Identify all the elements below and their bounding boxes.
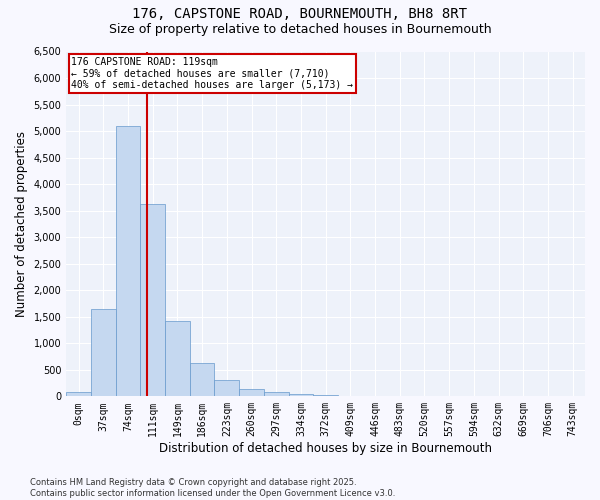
Bar [91,309,116,396]
Bar [313,395,338,396]
Bar [289,394,313,396]
Bar [214,380,239,396]
Bar [116,126,140,396]
Bar [239,390,264,396]
Text: 176, CAPSTONE ROAD, BOURNEMOUTH, BH8 8RT: 176, CAPSTONE ROAD, BOURNEMOUTH, BH8 8RT [133,8,467,22]
Bar [165,321,190,396]
Text: Contains HM Land Registry data © Crown copyright and database right 2025.
Contai: Contains HM Land Registry data © Crown c… [30,478,395,498]
Bar [66,392,91,396]
Bar [264,392,289,396]
Y-axis label: Number of detached properties: Number of detached properties [15,131,28,317]
Text: Size of property relative to detached houses in Bournemouth: Size of property relative to detached ho… [109,22,491,36]
Bar [140,204,165,396]
Bar [190,364,214,396]
Text: 176 CAPSTONE ROAD: 119sqm
← 59% of detached houses are smaller (7,710)
40% of se: 176 CAPSTONE ROAD: 119sqm ← 59% of detac… [71,56,353,90]
X-axis label: Distribution of detached houses by size in Bournemouth: Distribution of detached houses by size … [159,442,492,455]
